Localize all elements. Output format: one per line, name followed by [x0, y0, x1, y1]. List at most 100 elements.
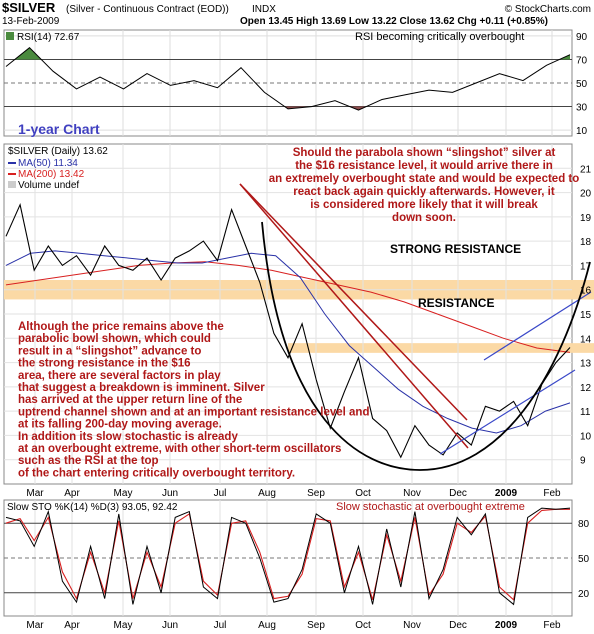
- volume-legend-swatch: [8, 181, 16, 188]
- sto-x-tick: Apr: [64, 620, 80, 631]
- price-x-tick: Jun: [162, 488, 178, 499]
- parabolic-bowl-curve: [261, 221, 591, 471]
- breakdown-annotation: Although the price remains above the para…: [18, 321, 369, 479]
- annotation-line: parabolic bowl shown, which could: [18, 333, 211, 345]
- strong-resistance-label: STRONG RESISTANCE: [390, 242, 521, 256]
- annotation-line: the $16 resistance level, it would arriv…: [295, 160, 553, 172]
- price-x-tick: Sep: [307, 488, 325, 499]
- sto-x-tick: Nov: [403, 620, 421, 631]
- stochastic-annotation: Slow stochastic at overbought extreme: [336, 501, 525, 513]
- sto-x-tick: Dec: [449, 620, 467, 631]
- price-legend-volume: Volume undef: [18, 180, 79, 191]
- annotation-line: that suggest a breakdown is imminent. Si…: [18, 382, 265, 394]
- rsi-y-tick: 50: [576, 79, 588, 90]
- sto-x-tick: Jun: [162, 620, 178, 631]
- sto-y-tick: 20: [578, 589, 590, 600]
- price-x-tick: Mar: [26, 488, 44, 499]
- price-y-tick: 17: [580, 261, 592, 272]
- chart-exchange: INDX: [252, 4, 276, 15]
- price-y-tick: 21: [580, 164, 592, 175]
- rsi-legend-swatch: [6, 32, 14, 40]
- chart-quote: Open 13.45 High 13.69 Low 13.22 Close 13…: [240, 16, 548, 27]
- price-y-tick: 13: [580, 359, 592, 370]
- annotation-line: react back again quickly afterwards. How…: [293, 186, 555, 198]
- price-x-tick: Aug: [258, 488, 276, 499]
- annotation-line: Should the parabola shown “slingshot” si…: [293, 147, 556, 159]
- rsi-panel: 10 30 50 70 90 RSI(14) 72.67 RSI becoming cr…: [3, 29, 588, 137]
- stochastic-title: Slow STO %K(14) %D(3) 93.05, 92.42: [7, 502, 178, 513]
- uptrend-channel-lower-line: [439, 369, 576, 455]
- price-legend-silver: $SILVER (Daily) 13.62: [8, 146, 108, 157]
- downtrend-line: [239, 183, 469, 449]
- downtrend-channel-line: [239, 183, 468, 421]
- annotation-line: uptrend channel shown and at an importan…: [18, 406, 369, 418]
- stochastic-x-axis: Mar Apr May Jun Jul Aug Sep Oct Nov Dec 2009 Feb: [26, 620, 561, 631]
- chart-description: (Silver - Continuous Contract (EOD)): [66, 4, 229, 15]
- sto-x-tick: Aug: [258, 620, 276, 631]
- annotation-line: area, there are several factors in play: [18, 370, 221, 382]
- sto-x-tick: Oct: [355, 620, 371, 631]
- price-x-tick: Nov: [403, 488, 421, 499]
- price-legend-ma50: MA(50) 11.34: [18, 158, 78, 169]
- rsi-title: RSI(14) 72.67: [17, 32, 80, 43]
- price-y-tick: 12: [580, 383, 592, 394]
- chart-symbol: $SILVER: [2, 0, 56, 15]
- annotation-line: Although the price remains above the: [18, 321, 224, 333]
- annotation-line: at an overbought extreme, with other sho…: [18, 443, 341, 455]
- price-y-tick: 18: [580, 237, 592, 248]
- rsi-y-tick: 30: [576, 103, 588, 114]
- annotation-line: In addition its slow stochastic is alrea…: [18, 431, 238, 443]
- annotation-line: such as the RSI at the top: [18, 455, 159, 467]
- price-x-tick: Oct: [355, 488, 371, 499]
- annotation-line: is considered more likely that it will b…: [310, 199, 538, 211]
- rsi-y-tick: 90: [576, 32, 588, 43]
- sto-x-tick: 2009: [495, 620, 518, 631]
- rsi-y-tick: 70: [576, 55, 588, 66]
- price-y-tick: 14: [580, 334, 592, 345]
- annotation-line: has arrived at the upper return line of …: [18, 394, 242, 406]
- price-y-tick: 9: [580, 456, 586, 467]
- stochastic-panel: 20 50 80 Slow STO %K(14) %D(3) 93.05, 92.4…: [3, 499, 590, 617]
- uptrend-channel-upper-line: [483, 291, 592, 361]
- sto-x-tick: Sep: [307, 620, 325, 631]
- price-x-axis: Mar Apr May Jun Jul Aug Sep Oct Nov Dec 2009 Feb: [26, 488, 561, 499]
- slingshot-annotation: Should the parabola shown “slingshot” si…: [269, 147, 580, 224]
- price-y-tick: 19: [580, 213, 592, 224]
- annotation-line: an extremely overbought state and would …: [269, 173, 580, 185]
- chart-date: 13-Feb-2009: [2, 16, 60, 27]
- price-x-tick: Dec: [449, 488, 467, 499]
- sto-x-tick: Feb: [543, 620, 561, 631]
- price-x-tick: Apr: [64, 488, 80, 499]
- price-x-tick: Feb: [543, 488, 561, 499]
- copyright-label: © StockCharts.com: [505, 4, 591, 15]
- stochastic-k-line: [5, 507, 571, 606]
- rsi-annotation: RSI becoming critically overbought: [355, 31, 524, 43]
- chart-period-label: 1-year Chart: [18, 121, 100, 137]
- annotation-line: down soon.: [392, 212, 456, 224]
- annotation-line: of the chart entering critically overbou…: [18, 467, 295, 479]
- sto-y-tick: 50: [578, 554, 590, 565]
- rsi-y-tick: 10: [576, 126, 588, 137]
- price-y-tick: 11: [580, 407, 591, 418]
- resistance-label: RESISTANCE: [418, 296, 494, 310]
- price-y-tick: 20: [580, 189, 592, 200]
- price-panel: 9 10 11 12 13 14 15 16 17 18 19 20 21 $SILVER (Daily…: [3, 121, 594, 485]
- price-x-tick: May: [114, 488, 133, 499]
- rsi-line: [5, 47, 571, 111]
- price-x-tick: Jul: [214, 488, 227, 499]
- sto-x-tick: May: [114, 620, 133, 631]
- sto-y-tick: 80: [578, 519, 590, 530]
- price-y-tick: 15: [580, 310, 592, 321]
- resistance-band: [288, 343, 594, 353]
- price-y-tick: 10: [580, 431, 592, 442]
- sto-x-tick: Jul: [214, 620, 227, 631]
- annotation-line: result in a “slingshot” advance to: [18, 345, 201, 357]
- annotation-line: at its falling 200-day moving average.: [18, 419, 222, 431]
- price-y-tick: 16: [580, 286, 592, 297]
- price-legend-ma200: MA(200) 13.42: [18, 169, 85, 180]
- ma200-line: [5, 261, 571, 353]
- price-x-tick: 2009: [495, 488, 518, 499]
- annotation-line: the strong resistance in the $16: [18, 358, 191, 370]
- sto-x-tick: Mar: [26, 620, 44, 631]
